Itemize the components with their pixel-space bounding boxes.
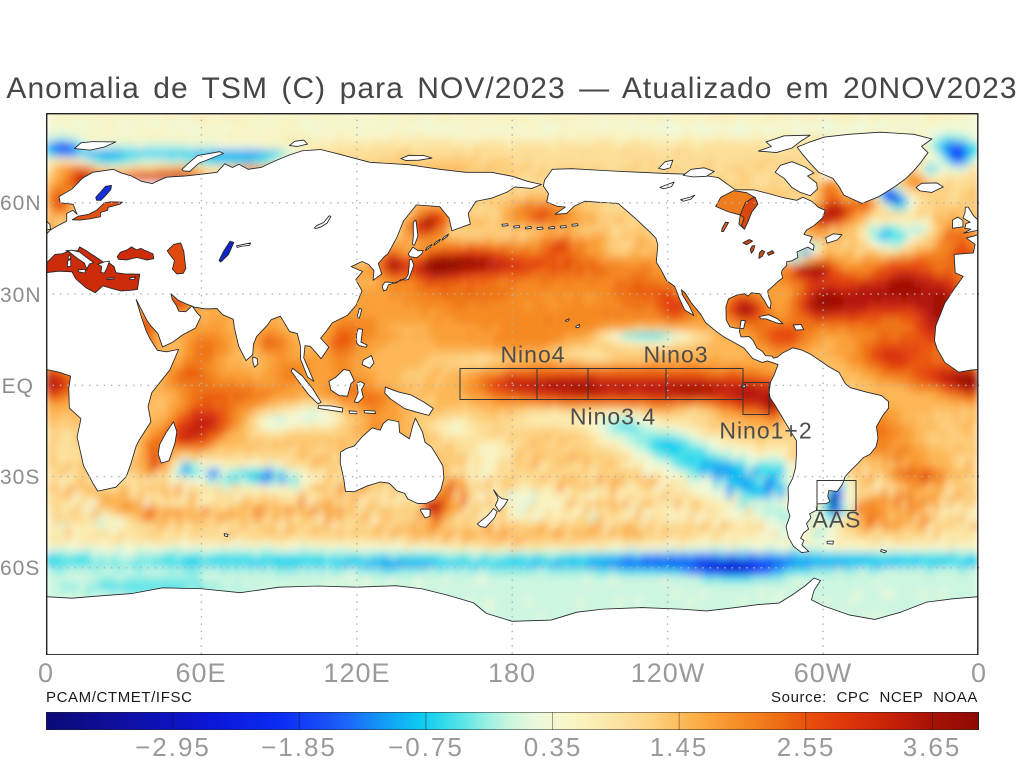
svg-text:Nino3.4: Nino3.4 bbox=[570, 403, 656, 429]
svg-text:Nino4: Nino4 bbox=[500, 341, 565, 367]
svg-text:Nino3: Nino3 bbox=[643, 341, 708, 367]
svg-text:AAS: AAS bbox=[812, 506, 861, 532]
svg-text:Nino1+2: Nino1+2 bbox=[719, 417, 812, 443]
